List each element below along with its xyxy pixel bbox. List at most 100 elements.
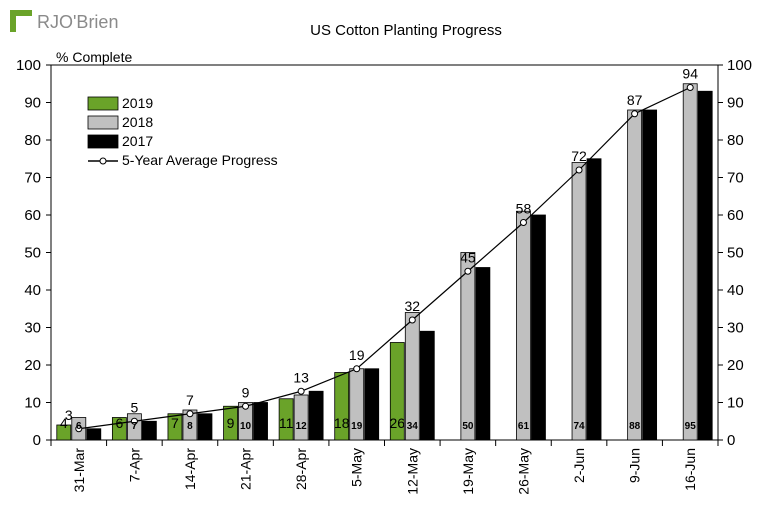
bar-2017 <box>697 90 713 441</box>
bar-2018 <box>627 109 643 441</box>
logo-mark-cutout <box>16 16 32 32</box>
data-label-2018: 88 <box>629 421 641 432</box>
y-tick-label-left: 30 <box>24 320 41 337</box>
x-axis: 31-Mar 7-Apr 14-Apr 21-Apr 28-Apr 5-May 12-May… <box>50 440 719 495</box>
data-label-5-year-average: 9 <box>242 384 250 400</box>
bar-2017 <box>364 368 380 441</box>
y-tick-label-left: 40 <box>24 282 41 299</box>
bar-2019 <box>278 398 294 441</box>
x-tick-label: 5-May <box>349 448 365 487</box>
data-label-5-year-average: 58 <box>516 201 532 217</box>
x-tick-label: 31-Mar <box>71 448 87 493</box>
legend-label: 2018 <box>122 114 153 130</box>
y-axis-label: % Complete <box>56 49 132 65</box>
bar-2017 <box>419 330 435 441</box>
data-label-2019: 9 <box>227 415 235 431</box>
legend-swatch <box>87 96 119 111</box>
y-tick-label-right: 50 <box>727 245 744 262</box>
legend-swatch <box>87 134 119 149</box>
y-tick-label-left: 100 <box>16 57 41 74</box>
y-tick-label-left: 60 <box>24 207 41 224</box>
x-tick-label: 12-May <box>404 448 420 495</box>
y-tick-label-left: 80 <box>24 132 41 149</box>
bar-2018 <box>182 409 198 441</box>
y-tick-label-right: 40 <box>727 282 744 299</box>
data-label-2018: 6 <box>76 421 82 432</box>
data-label-2018: 34 <box>407 421 419 432</box>
line-5-year-average <box>78 86 691 430</box>
company-logo: RJO'Brien <box>10 10 118 32</box>
y-tick-label-right: 0 <box>727 432 735 449</box>
y-tick-label-right: 20 <box>727 357 744 374</box>
y-axis-right: 0 10 20 30 40 50 60 70 80 90 100 <box>718 57 752 449</box>
data-label-2018: 74 <box>573 421 585 432</box>
bar-2017 <box>531 214 546 441</box>
logo-text: RJO'Brien <box>37 12 118 32</box>
line-point-5-year-average <box>686 84 694 91</box>
bar-2017 <box>642 109 658 441</box>
bar-2018 <box>682 83 698 441</box>
y-tick-label-left: 20 <box>24 357 41 374</box>
bar-2017 <box>586 158 602 441</box>
line-point-5-year-average <box>242 402 250 410</box>
y-tick-label-left: 50 <box>24 245 41 262</box>
data-label-5-year-average: 72 <box>571 148 587 164</box>
x-tick-label: 19-May <box>460 448 476 495</box>
line-point-5-year-average <box>130 417 138 425</box>
line-point-5-year-average <box>186 410 194 418</box>
data-label-2019: 11 <box>279 415 294 431</box>
bar-2019 <box>334 372 350 441</box>
x-tick-label: 14-Apr <box>182 448 198 490</box>
data-label-2018: 50 <box>462 421 474 432</box>
data-label-5-year-average: 7 <box>186 392 194 408</box>
x-tick-label: 26-May <box>515 448 531 495</box>
data-label-5-year-average: 3 <box>65 407 73 423</box>
data-label-2018: 61 <box>518 421 530 432</box>
bar-2018 <box>238 402 253 441</box>
y-tick-label-left: 0 <box>33 432 41 449</box>
bar-series <box>56 83 713 441</box>
line-point-5-year-average <box>575 166 583 174</box>
data-labels: 4 6 6 7 7 8 9 10 11 12 18 19 26 34 50 61 74 88 953 5 7 913193… <box>60 66 698 433</box>
x-tick-label: 2-Jun <box>571 448 587 483</box>
bar-2018 <box>293 394 309 441</box>
x-tick-label: 16-Jun <box>682 448 698 491</box>
chart-title: US Cotton Planting Progress <box>310 22 502 39</box>
bar-2017 <box>475 267 491 441</box>
legend-line-marker <box>99 157 107 165</box>
y-tick-label-right: 70 <box>727 170 744 187</box>
line-point-5-year-average <box>519 219 527 226</box>
data-label-2018: 7 <box>132 421 138 432</box>
line-point-5-year-average <box>408 316 416 324</box>
legend-label: 2017 <box>122 133 153 149</box>
data-label-2018: 19 <box>351 421 363 432</box>
y-tick-label-left: 10 <box>24 395 41 412</box>
bar-2019 <box>56 424 72 441</box>
data-label-2019: 6 <box>115 415 123 431</box>
x-tick-label: 28-Apr <box>293 448 309 490</box>
data-label-2019: 18 <box>334 415 350 431</box>
data-label-5-year-average: 94 <box>682 66 698 82</box>
bar-2017 <box>253 402 268 441</box>
y-tick-label-left: 70 <box>24 170 41 187</box>
data-label-2018: 8 <box>187 421 193 432</box>
y-axis-left: 0 10 20 30 40 50 60 70 80 90 100 <box>16 57 51 449</box>
x-tick-label: 9-Jun <box>627 448 643 483</box>
bar-2017 <box>308 390 324 441</box>
data-label-5-year-average: 87 <box>627 92 643 108</box>
data-label-2019: 4 <box>60 415 68 431</box>
bar-2019 <box>223 405 238 441</box>
line-point-5-year-average <box>297 387 305 395</box>
bar-2017 <box>197 413 213 441</box>
bar-2018 <box>571 162 587 441</box>
bar-2017 <box>141 420 157 441</box>
bar-2019 <box>167 413 183 441</box>
y-tick-label-left: 90 <box>24 95 41 112</box>
data-label-2019: 26 <box>390 415 406 431</box>
data-label-5-year-average: 5 <box>130 399 138 415</box>
data-label-5-year-average: 13 <box>293 369 309 385</box>
data-label-2018: 12 <box>296 421 308 432</box>
bar-2018 <box>516 210 531 441</box>
y-tick-label-right: 30 <box>727 320 744 337</box>
